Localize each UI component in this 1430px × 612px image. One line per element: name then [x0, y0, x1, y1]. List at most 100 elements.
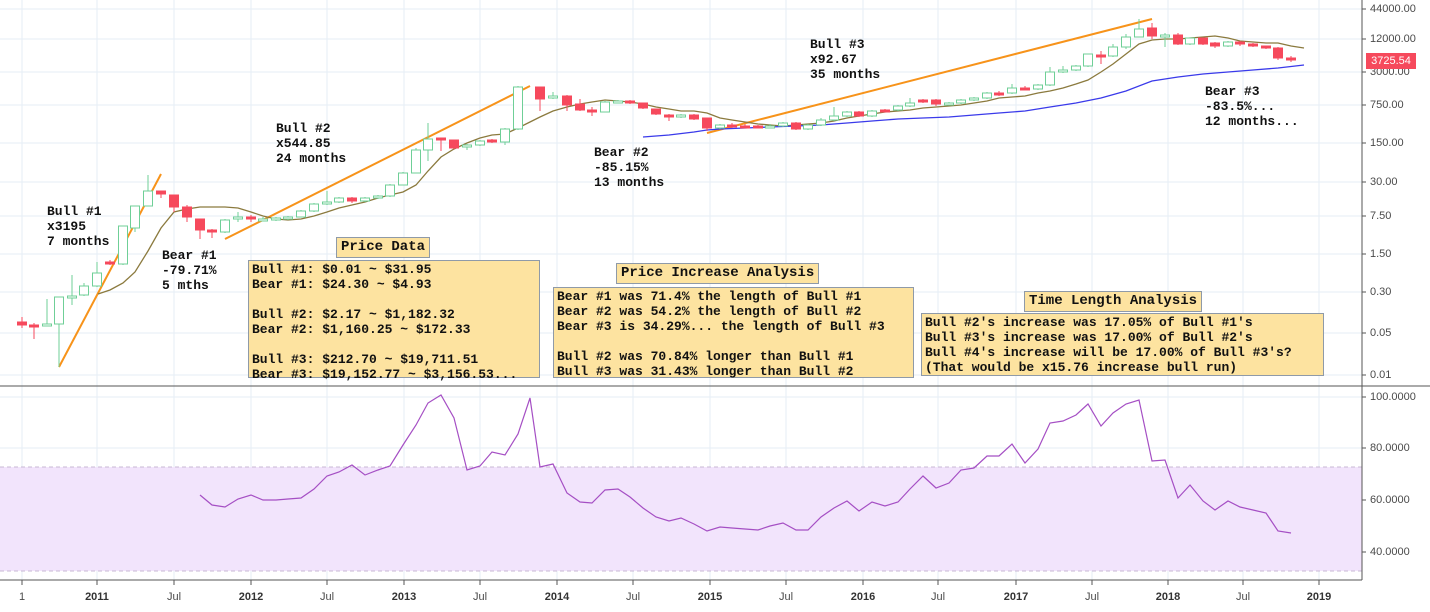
candle-body [1071, 65, 1081, 71]
annotation-bear-1: Bear #1 -79.71% 5 mths [162, 248, 217, 293]
price-increase-box: Bear #1 was 71.4% the length of Bull #1 … [553, 287, 914, 379]
rsi-band [0, 466, 1362, 572]
candle-body [1185, 37, 1195, 45]
candle-body [867, 110, 877, 117]
candle-body [1020, 87, 1030, 91]
candle-body [169, 194, 179, 208]
candle-body [1108, 46, 1118, 57]
candle-body [969, 97, 979, 101]
candle-body [411, 149, 421, 174]
time-axis-label: 2011 [85, 591, 109, 603]
last-price-tag: 3725.54 [1366, 53, 1416, 69]
candle-body [385, 184, 395, 197]
time-axis-label: Jul [625, 591, 641, 603]
trendline [224, 85, 531, 240]
price-axis-label: 30.00 [1370, 176, 1398, 188]
rsi-axis-label: 80.0000 [1370, 442, 1410, 454]
candle-body [931, 99, 941, 105]
candle-body [233, 216, 243, 220]
candle-body [587, 109, 597, 113]
price-axis-label: 7.50 [1370, 210, 1392, 222]
candle-body [715, 124, 725, 129]
rsi-line-path [199, 394, 1292, 534]
candle-body [54, 296, 64, 325]
rsi-axis-label: 100.0000 [1370, 391, 1416, 403]
price-increase-title: Price Increase Analysis [616, 263, 820, 284]
candle-body [535, 86, 545, 100]
annotation-bull-3: Bull #3 x92.67 35 months [810, 37, 881, 82]
candle-body [613, 100, 623, 104]
candle-body [778, 122, 788, 127]
candle-body [689, 114, 699, 120]
candle-body [322, 201, 332, 205]
candlesticks [17, 19, 1296, 367]
candle-body [1286, 57, 1296, 61]
candle-body [1235, 41, 1245, 45]
candle-body [842, 111, 852, 117]
time-axis-label: 2019 [1306, 591, 1332, 603]
candle-body [105, 261, 115, 265]
price-axis-label: 1.50 [1370, 248, 1392, 260]
candle-body [475, 140, 485, 146]
candle-body [803, 124, 813, 130]
annotation-bull-2: Bull #2 x544.85 24 months [276, 121, 347, 166]
candle-body [79, 285, 89, 296]
price-axis-label: 150.00 [1370, 137, 1404, 149]
candle-body [791, 122, 801, 130]
candle-body [258, 218, 268, 222]
candle-body [854, 111, 864, 117]
price-axis-label: 3000.00 [1370, 66, 1410, 78]
moving-average-short [97, 35, 1305, 295]
candle-body [702, 117, 712, 129]
candle-body [67, 295, 77, 299]
candle-body [905, 102, 915, 107]
candle-body [600, 101, 610, 113]
rsi-line [199, 394, 1292, 534]
candle-body [423, 138, 433, 151]
candle-body [195, 218, 205, 231]
candle-body [664, 114, 674, 118]
candle-body [1045, 71, 1055, 86]
rsi-axis-label: 60.0000 [1370, 494, 1410, 506]
candle-body [893, 105, 903, 111]
candle-body [347, 197, 357, 202]
time-axis-label: 2016 [850, 591, 876, 603]
time-axis-label: 2015 [697, 591, 723, 603]
candle-body [130, 205, 140, 229]
price-axis-label: 0.05 [1370, 327, 1392, 339]
price-axis-label: 12000.00 [1370, 33, 1416, 45]
candle-body [918, 99, 928, 103]
time-axis-label: Jul [1084, 591, 1100, 603]
candle-body [118, 225, 128, 265]
candle-body [156, 190, 166, 195]
candle-body [143, 190, 153, 207]
rsi-band-fill [0, 467, 1362, 571]
annotation-bull-1: Bull #1 x3195 7 months [47, 204, 110, 249]
price-data-box: Bull #1: $0.01 ~ $31.95 Bear #1: $24.30 … [248, 260, 540, 382]
time-length-box: Bull #2's increase was 17.05% of Bull #1… [921, 313, 1324, 376]
candle-body [638, 102, 648, 109]
candle-body [17, 321, 27, 326]
time-axis-label: Jul [166, 591, 182, 603]
candle-body [398, 172, 408, 186]
candle-body [753, 125, 763, 129]
candle-body [1096, 54, 1106, 58]
candle-body [765, 125, 775, 129]
candle-body [982, 92, 992, 99]
candle-body [944, 102, 954, 106]
candle-body [1261, 45, 1271, 49]
time-axis-label: 2014 [544, 591, 570, 603]
candle-body [829, 115, 839, 121]
candle-body [548, 95, 558, 99]
candle-body [29, 324, 39, 328]
candle-body [575, 103, 585, 111]
candle-body [1134, 28, 1144, 38]
candle-body [513, 86, 523, 130]
candle-body [880, 109, 890, 113]
time-axis-label: Jul [472, 591, 488, 603]
candle-body [360, 197, 370, 202]
time-axis-label: 2013 [391, 591, 417, 603]
candle-body [436, 137, 446, 141]
axes [0, 0, 1430, 585]
